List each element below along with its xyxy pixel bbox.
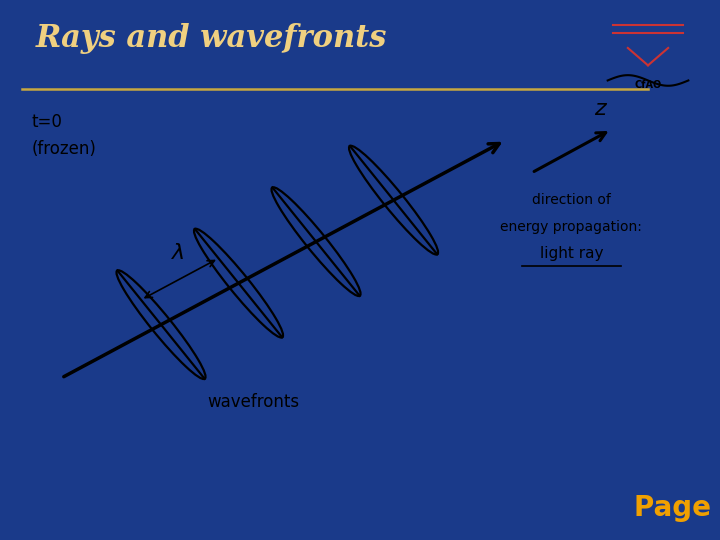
Text: t=0: t=0 (32, 113, 63, 131)
Text: direction of: direction of (532, 193, 611, 207)
Text: Page  17: Page 17 (634, 494, 720, 522)
Text: CfAO: CfAO (634, 80, 662, 90)
Text: $\lambda$: $\lambda$ (171, 244, 185, 264)
Text: energy propagation:: energy propagation: (500, 220, 642, 234)
Text: (frozen): (frozen) (32, 140, 96, 158)
Text: wavefronts: wavefronts (207, 393, 300, 411)
Text: light ray: light ray (540, 246, 603, 261)
Text: Rays and wavefronts: Rays and wavefronts (36, 23, 387, 55)
Text: $z$: $z$ (594, 99, 608, 119)
